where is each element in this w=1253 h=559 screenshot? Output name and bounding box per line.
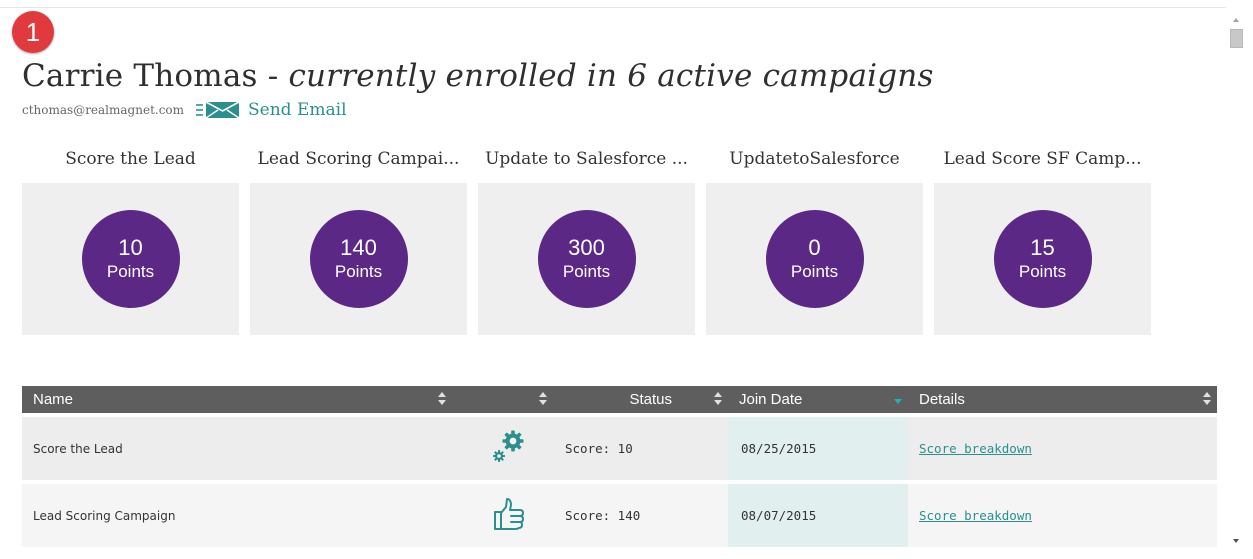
points-circle: 0 Points (765, 210, 864, 308)
points-unit: Points (1018, 262, 1067, 281)
sort-icon (1203, 392, 1211, 406)
campaign-card-body: 0 Points (706, 183, 923, 335)
score-breakdown-link[interactable]: Score breakdown (919, 441, 1032, 456)
details-cell: Score breakdown (908, 417, 1217, 480)
points-circle: 10 Points (81, 210, 180, 308)
campaign-card-title: Lead Scoring Campai... (257, 149, 460, 169)
column-header-details[interactable]: Details (908, 386, 1217, 413)
campaign-name-cell: Lead Scoring Campaign (33, 508, 176, 523)
points-value: 0 (808, 235, 821, 260)
table-row: Score the Lead (22, 417, 1217, 480)
points-circle: 300 Points (537, 210, 636, 308)
points-unit: Points (790, 262, 839, 281)
top-divider (0, 7, 1226, 8)
column-header-join-date[interactable]: Join Date (728, 386, 908, 413)
sort-icon (714, 392, 722, 406)
envelope-icon (196, 101, 242, 119)
thumbs-up-icon (490, 496, 526, 535)
campaign-card-title: Update to Salesforce ... (485, 149, 688, 169)
column-header-label: Name (33, 391, 74, 408)
campaign-card-body: 300 Points (478, 183, 695, 335)
page-title: Carrie Thomas - currently enrolled in 6 … (22, 58, 934, 94)
campaign-card[interactable]: Lead Score SF Camp... 15 Points (934, 142, 1151, 335)
score-breakdown-link[interactable]: Score breakdown (919, 508, 1032, 523)
points-unit: Points (334, 262, 383, 281)
campaign-card-body: 15 Points (934, 183, 1151, 335)
step-badge: 1 (12, 11, 54, 53)
campaign-card-title: UpdatetoSalesforce (729, 149, 900, 169)
campaign-card-body: 140 Points (250, 183, 467, 335)
sort-descending-icon (894, 399, 902, 404)
campaign-type-cell (452, 417, 553, 480)
sort-icon (539, 392, 547, 406)
campaign-card[interactable]: Score the Lead 10 Points (22, 142, 239, 335)
points-circle: 15 Points (993, 210, 1092, 308)
campaign-card[interactable]: UpdatetoSalesforce 0 Points (706, 142, 923, 335)
contact-email-line: cthomas@realmagnet.com Send Email (22, 100, 347, 120)
table-row: Lead Scoring Campaign Score: 140 08/07/2… (22, 484, 1217, 547)
campaign-score-cell: Score: 140 (565, 508, 641, 523)
column-header-label: Status (629, 391, 672, 408)
campaign-status: currently enrolled in 6 active campaigns (288, 58, 934, 94)
scrollbar-thumb[interactable] (1230, 29, 1243, 48)
campaign-card[interactable]: Lead Scoring Campai... 140 Points (250, 142, 467, 335)
column-header-status[interactable]: Status (553, 386, 728, 413)
points-circle: 140 Points (309, 210, 408, 308)
points-unit: Points (562, 262, 611, 281)
campaign-card[interactable]: Update to Salesforce ... 300 Points (478, 142, 695, 335)
column-header-label: Join Date (739, 391, 803, 408)
sort-icon (438, 392, 446, 406)
send-email-label: Send Email (248, 100, 347, 120)
campaign-card-title: Score the Lead (65, 149, 196, 169)
campaign-name-cell: Score the Lead (33, 441, 123, 456)
points-value: 140 (340, 235, 377, 260)
column-header-icon[interactable] (452, 386, 553, 413)
points-unit: Points (106, 262, 155, 281)
title-separator: - (257, 58, 289, 94)
contact-name: Carrie Thomas (22, 58, 258, 94)
points-value: 10 (118, 235, 143, 260)
join-date-cell: 08/07/2015 (728, 484, 908, 547)
scroll-down-arrow-icon[interactable] (1233, 539, 1239, 543)
campaigns-table: Name Status Join Date Details Score the … (22, 386, 1217, 547)
join-date-cell: 08/25/2015 (728, 417, 908, 480)
contact-email: cthomas@realmagnet.com (22, 103, 185, 117)
send-email-link[interactable]: Send Email (196, 100, 347, 120)
campaign-type-cell (452, 484, 553, 547)
campaign-card-body: 10 Points (22, 183, 239, 335)
campaign-score-cell: Score: 10 (565, 441, 633, 456)
column-header-name[interactable]: Name (22, 386, 452, 413)
column-header-label: Details (919, 391, 965, 408)
table-header: Name Status Join Date Details (22, 386, 1217, 413)
campaign-cards: Score the Lead 10 Points Lead Scoring Ca… (22, 142, 1162, 335)
gears-icon (490, 429, 526, 468)
points-value: 300 (568, 235, 605, 260)
campaign-card-title: Lead Score SF Camp... (943, 149, 1142, 169)
points-value: 15 (1030, 235, 1055, 260)
vertical-scrollbar[interactable] (1228, 12, 1245, 551)
details-cell: Score breakdown (908, 484, 1217, 547)
scroll-up-arrow-icon[interactable] (1233, 18, 1239, 22)
